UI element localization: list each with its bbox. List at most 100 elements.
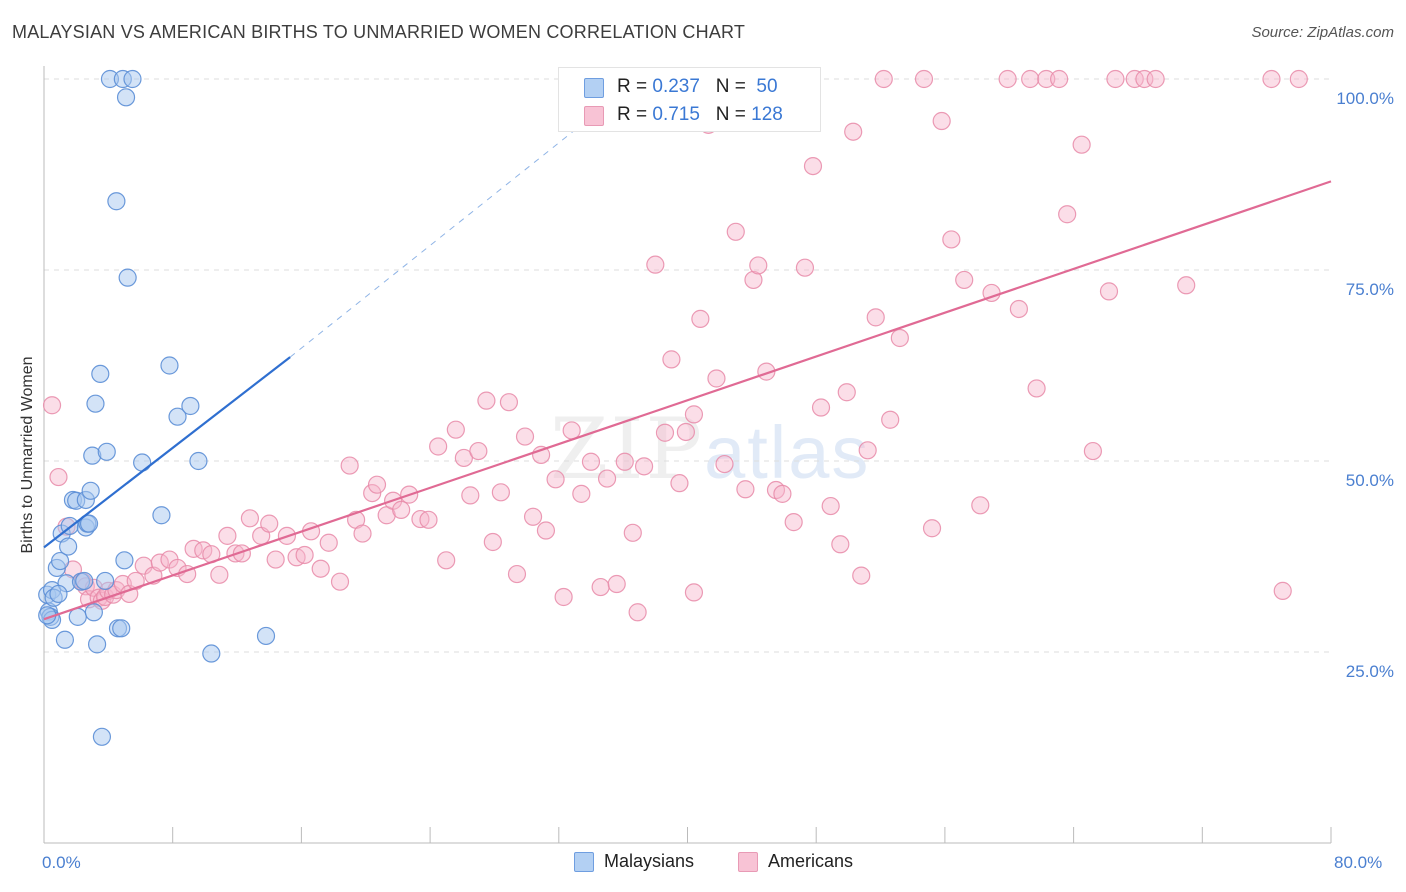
y-tick-label-25: 25.0%: [1345, 662, 1394, 681]
malaysian-point-47: [256, 626, 276, 646]
american-point-83: [676, 422, 695, 442]
malaysian-point-49: [49, 584, 68, 604]
american-point-133: [1273, 581, 1292, 600]
malaysian-point-42: [160, 356, 179, 375]
american-point-96: [784, 513, 803, 532]
american-point-98: [803, 156, 823, 176]
malaysian-point-21: [79, 514, 99, 533]
american-point-40: [330, 572, 350, 591]
american-point-0: [42, 396, 62, 415]
american-point-91: [744, 270, 763, 290]
american-point-60: [491, 483, 510, 502]
y-tick-label-50: 50.0%: [1345, 471, 1394, 490]
legend-row-malaysians: R = 0.237 N = 50: [559, 73, 820, 101]
americans-trend-line: [43, 180, 1332, 621]
bottom-legend-label-malaysians: Malaysians: [604, 851, 695, 871]
legend-swatch-americans: [584, 106, 604, 126]
american-point-125: [1083, 441, 1103, 461]
american-point-124: [1072, 135, 1091, 154]
y-tick-label-100: 100.0%: [1336, 89, 1394, 108]
american-point-55: [454, 448, 473, 468]
american-point-81: [662, 350, 681, 369]
chart-title: MALAYSIAN VS AMERICAN BIRTHS TO UNMARRIE…: [12, 22, 746, 42]
american-point-131: [1177, 276, 1196, 295]
american-point-85: [691, 309, 710, 328]
american-point-52: [429, 437, 448, 456]
american-point-29: [232, 544, 251, 563]
american-point-79: [646, 255, 665, 274]
american-point-71: [581, 452, 601, 471]
american-point-66: [536, 521, 556, 540]
american-point-53: [437, 551, 456, 570]
american-point-117: [998, 69, 1017, 89]
malaysians-trend-extension: [289, 116, 592, 358]
malaysian-point-43: [168, 407, 187, 426]
american-point-128: [1125, 69, 1144, 89]
watermark-zip: ZIP: [550, 400, 705, 498]
american-point-68: [554, 587, 573, 607]
american-point-88: [715, 454, 734, 474]
malaysian-point-29: [96, 571, 115, 591]
malaysian-point-46: [202, 644, 221, 663]
american-point-73: [597, 469, 617, 488]
american-point-54: [446, 420, 465, 439]
american-point-72: [591, 577, 610, 597]
malaysian-point-45: [189, 451, 208, 471]
american-point-67: [546, 470, 565, 489]
american-point-113: [942, 230, 961, 249]
american-point-75: [615, 452, 634, 471]
american-point-59: [483, 532, 502, 552]
american-point-38: [311, 559, 330, 578]
american-point-95: [773, 484, 792, 503]
american-point-122: [1050, 69, 1069, 89]
american-point-45: [367, 475, 387, 494]
american-point-105: [858, 441, 877, 460]
source-label: Source: ZipAtlas.com: [1251, 24, 1394, 41]
malaysian-point-40: [133, 453, 152, 472]
malaysian-point-36: [115, 551, 134, 570]
american-point-1: [49, 467, 68, 487]
american-point-127: [1106, 69, 1125, 89]
american-point-33: [266, 550, 285, 569]
malaysian-point-32: [107, 192, 126, 211]
american-point-123: [1058, 205, 1077, 224]
american-point-89: [726, 222, 745, 241]
american-point-64: [523, 507, 543, 526]
american-point-121: [1037, 69, 1056, 89]
malaysian-point-30: [97, 442, 116, 461]
american-point-106: [866, 308, 885, 327]
legend-swatch-malaysians: [584, 78, 604, 98]
malaysian-point-15: [68, 607, 87, 626]
malaysian-point-28: [92, 727, 112, 746]
malaysian-point-11: [59, 537, 78, 556]
american-point-62: [507, 564, 527, 584]
american-point-119: [1021, 69, 1040, 89]
american-point-63: [515, 427, 535, 446]
x-tick-label-start: 0.0%: [42, 853, 81, 872]
american-point-58: [477, 391, 496, 410]
american-point-76: [623, 523, 642, 542]
american-point-118: [1009, 299, 1029, 319]
american-point-39: [319, 533, 338, 552]
bottom-legend-malaysians: Malaysians: [574, 851, 694, 872]
legend-stats-americans: R = 0.715 N = 128: [617, 104, 783, 125]
american-point-102: [837, 383, 856, 402]
american-point-135: [684, 583, 704, 602]
bottom-legend-swatch-malaysians: [574, 851, 594, 872]
american-point-103: [844, 122, 863, 141]
american-point-126: [1099, 282, 1119, 301]
american-point-130: [1146, 69, 1165, 89]
legend-row-americans: R = 0.715 N = 128: [559, 101, 820, 129]
watermark: ZIPatlas: [550, 400, 870, 498]
american-point-109: [890, 328, 909, 348]
american-point-99: [811, 398, 831, 417]
malaysian-point-44: [181, 396, 200, 416]
bottom-legend-swatch-americans: [738, 851, 758, 872]
american-point-77: [628, 603, 647, 622]
american-point-41: [340, 456, 359, 475]
malaysians-trend-line: [43, 356, 291, 549]
american-point-132: [1262, 69, 1281, 89]
malaysian-point-39: [123, 69, 142, 89]
american-point-70: [572, 484, 591, 503]
